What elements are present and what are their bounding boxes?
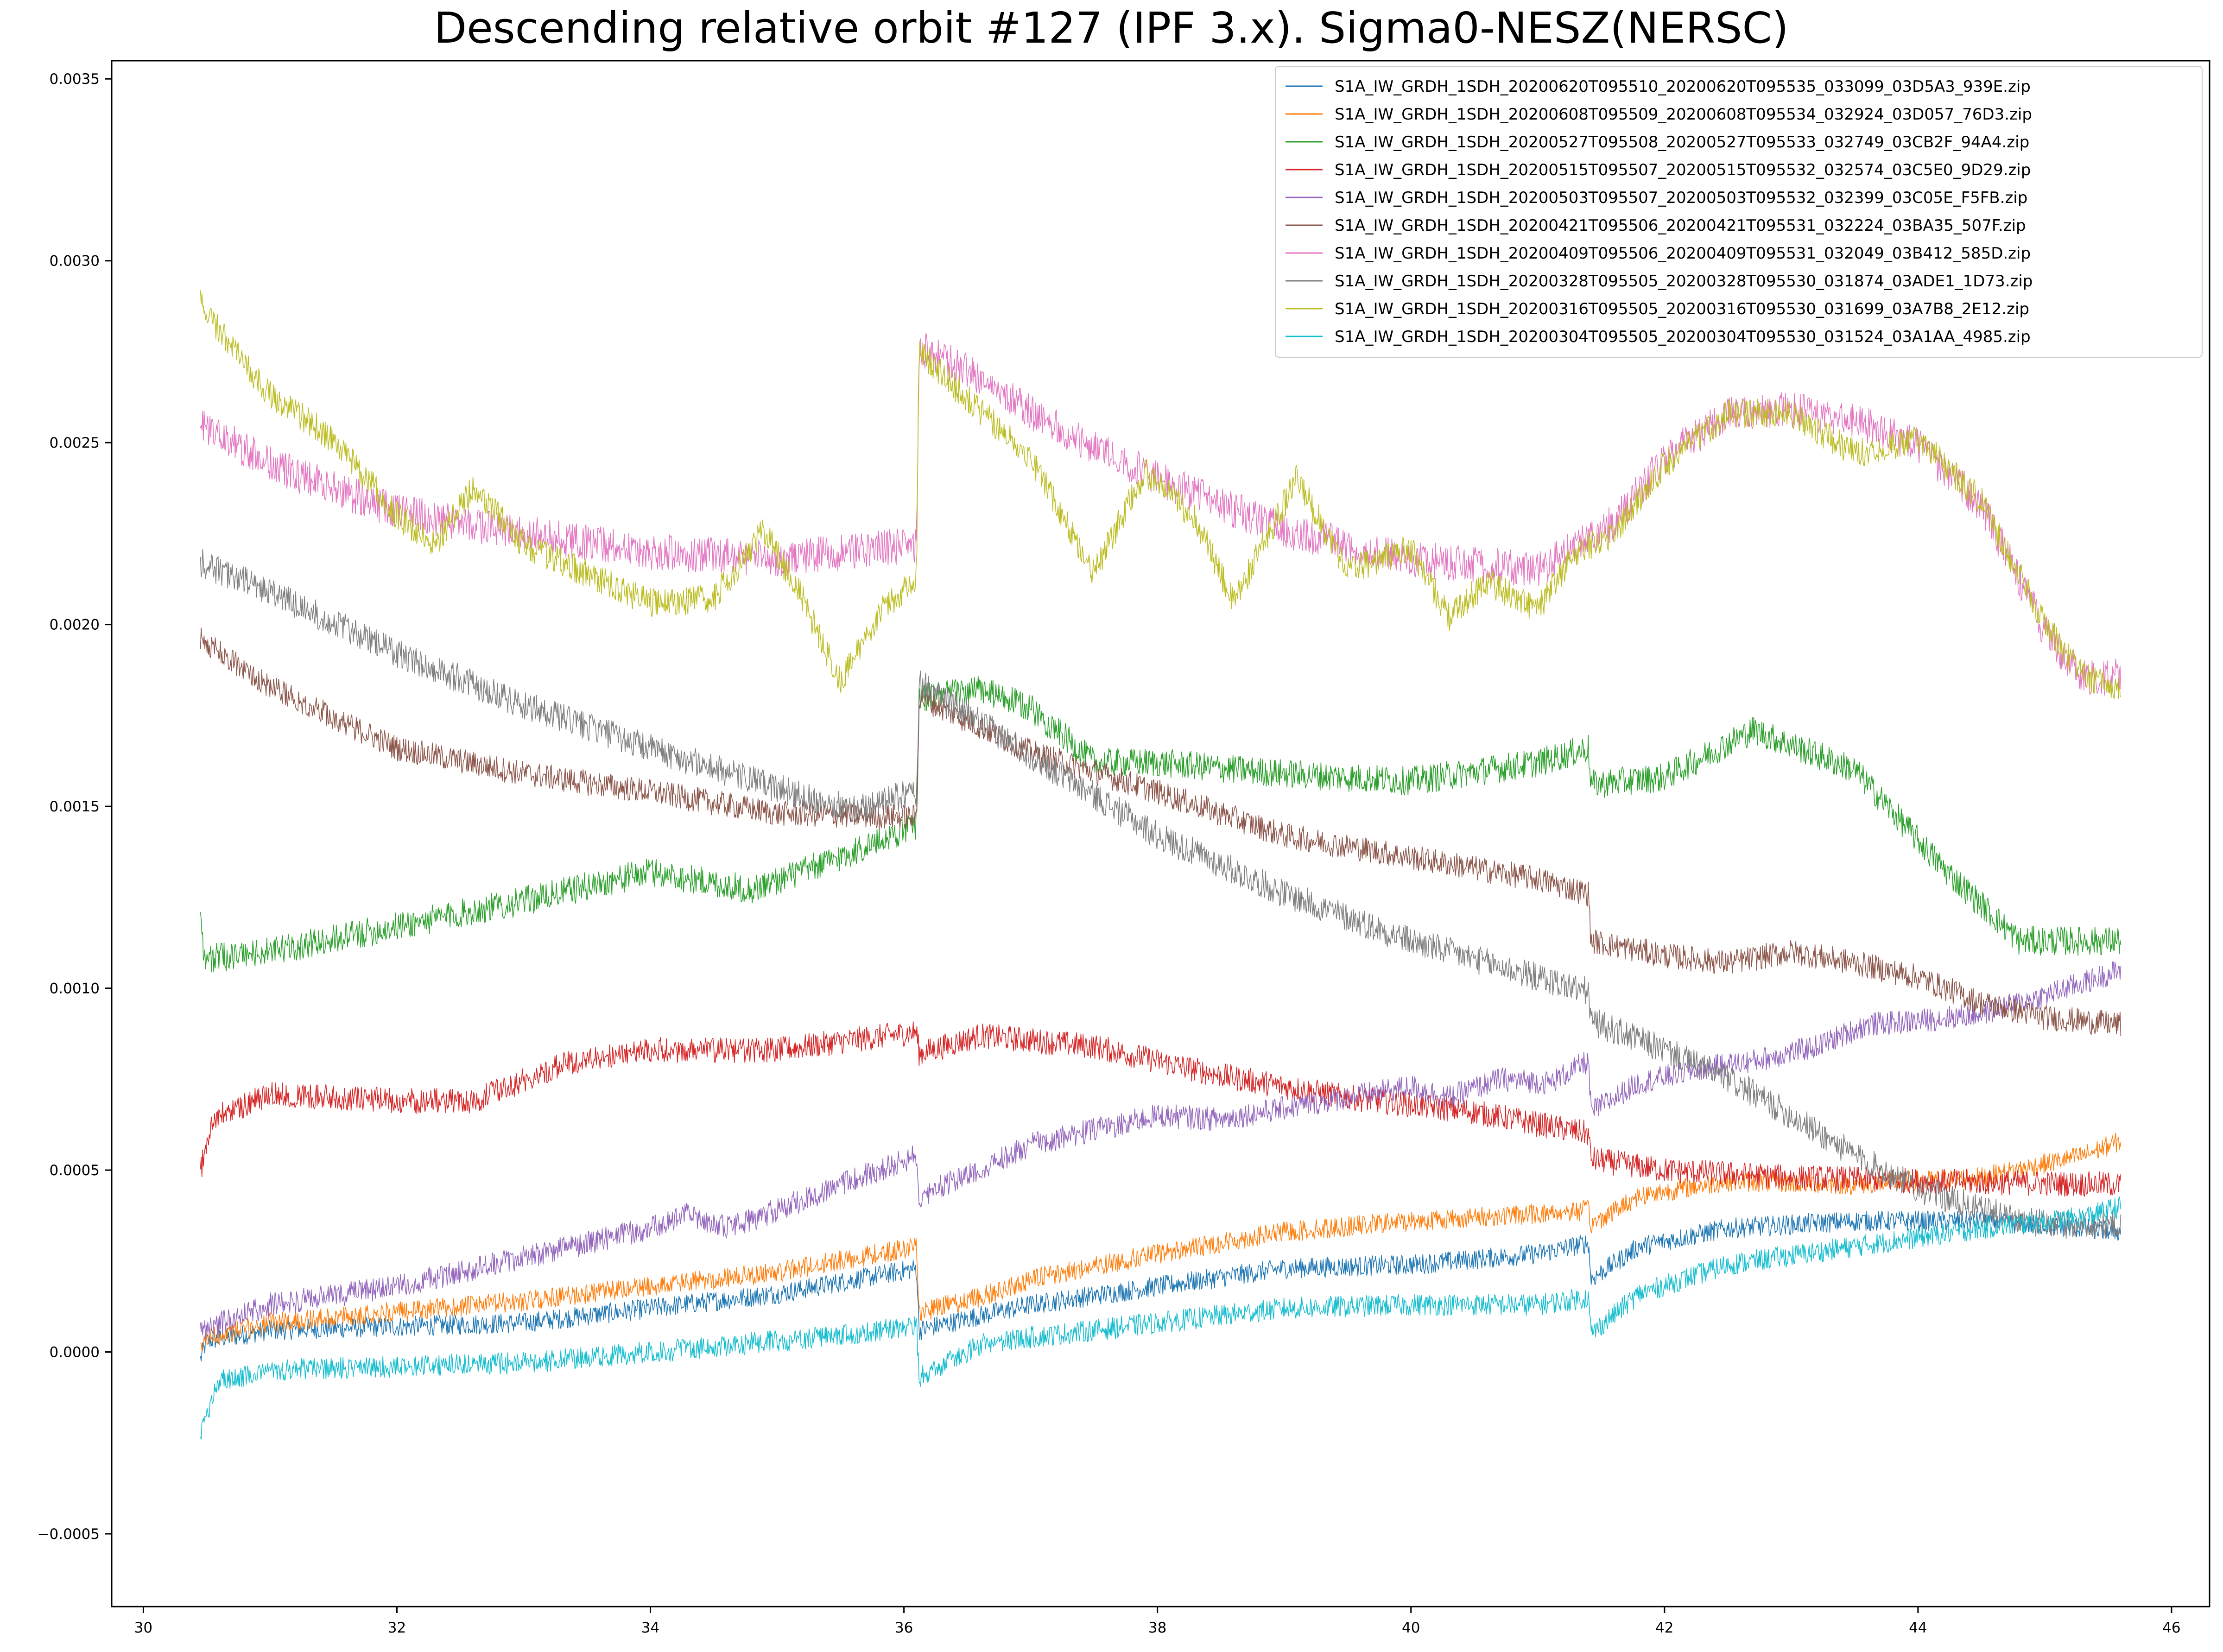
x-tick-label: 46 bbox=[2162, 1620, 2180, 1636]
y-tick-label: 0.0030 bbox=[50, 253, 100, 270]
series-line bbox=[200, 549, 2122, 1240]
legend-box bbox=[1275, 66, 2203, 358]
x-tick-label: 42 bbox=[1655, 1620, 1673, 1636]
y-tick-label: 0.0000 bbox=[50, 1344, 100, 1361]
y-tick-label: −0.0005 bbox=[38, 1526, 100, 1543]
x-tick-label: 36 bbox=[895, 1620, 913, 1636]
x-axis: 30 32 34 36 38 40 42 44 46 bbox=[134, 1607, 2181, 1636]
series-line bbox=[200, 1210, 2122, 1361]
x-tick-label: 30 bbox=[134, 1620, 152, 1636]
series-line bbox=[200, 627, 2122, 1037]
x-tick-label: 38 bbox=[1148, 1620, 1166, 1636]
y-tick-label: 0.0015 bbox=[50, 798, 100, 815]
series-line bbox=[200, 676, 2122, 973]
series-layer bbox=[200, 290, 2122, 1440]
legend-label: S1A_IW_GRDH_1SDH_20200421T095506_2020042… bbox=[1335, 216, 2026, 235]
legend-label: S1A_IW_GRDH_1SDH_20200515T095507_2020051… bbox=[1335, 161, 2031, 179]
x-tick-label: 34 bbox=[641, 1620, 659, 1636]
series-line bbox=[200, 1021, 2122, 1197]
legend-label: S1A_IW_GRDH_1SDH_20200527T095508_2020052… bbox=[1335, 133, 2029, 152]
legend-label: S1A_IW_GRDH_1SDH_20200328T095505_2020032… bbox=[1335, 272, 2033, 291]
series-line bbox=[200, 1196, 2122, 1440]
legend-label: S1A_IW_GRDH_1SDH_20200608T095509_2020060… bbox=[1335, 105, 2032, 124]
chart-title: Descending relative orbit #127 (IPF 3.x)… bbox=[434, 3, 1788, 53]
legend-label: S1A_IW_GRDH_1SDH_20200503T095507_2020050… bbox=[1335, 189, 2027, 207]
y-tick-label: 0.0020 bbox=[50, 617, 100, 633]
legend-label: S1A_IW_GRDH_1SDH_20200620T095510_2020062… bbox=[1335, 77, 2031, 96]
legend-label: S1A_IW_GRDH_1SDH_20200316T095505_2020031… bbox=[1335, 300, 2029, 318]
x-tick-label: 40 bbox=[1402, 1620, 1420, 1636]
y-tick-label: 0.0035 bbox=[50, 71, 100, 88]
legend-label: S1A_IW_GRDH_1SDH_20200409T095506_2020040… bbox=[1335, 244, 2031, 263]
y-tick-label: 0.0005 bbox=[50, 1162, 100, 1179]
series-line bbox=[200, 290, 2122, 699]
y-tick-label: 0.0010 bbox=[50, 981, 100, 997]
series-line bbox=[200, 333, 2122, 696]
y-axis: −0.0005 0.0000 0.0005 0.0010 0.0015 0.0020 0.0… bbox=[38, 71, 112, 1543]
y-tick-label: 0.0025 bbox=[50, 435, 100, 451]
x-tick-label: 44 bbox=[1909, 1620, 1927, 1636]
legend-label: S1A_IW_GRDH_1SDH_20200304T095505_2020030… bbox=[1335, 328, 2031, 346]
series-line bbox=[200, 961, 2122, 1340]
x-tick-label: 32 bbox=[388, 1620, 406, 1636]
plot-frame bbox=[111, 60, 2210, 1608]
legend: S1A_IW_GRDH_1SDH_20200620T095510_2020062… bbox=[1275, 66, 2203, 358]
